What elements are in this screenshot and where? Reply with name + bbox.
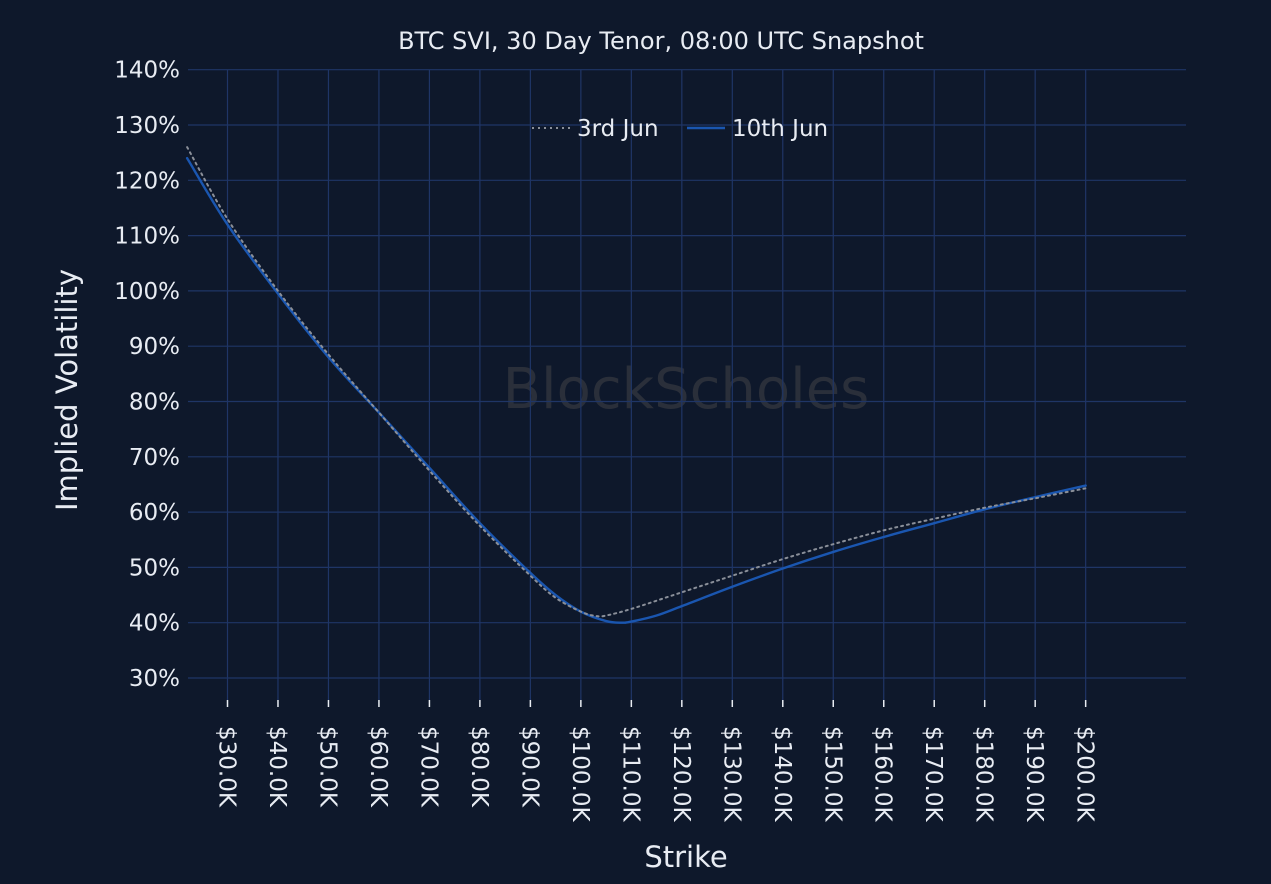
y-tick-label: 50% [129,555,180,581]
y-tick-label: 40% [129,611,180,637]
x-tick-label: $190.0K [1021,726,1047,822]
x-tick-label: $70.0K [415,726,441,808]
x-axis-ticks: $30.0K $40.0K $50.0K $60.0K $70.0K $80.0K $90.… [214,700,1098,822]
series-line-3rd-jun [186,146,1087,618]
x-tick-label: $140.0K [769,726,795,822]
x-tick-label: $160.0K [870,726,896,822]
x-tick-label: $80.0K [466,726,492,808]
x-tick-label: $170.0K [920,726,946,822]
y-tick-label: 100% [114,279,180,305]
series-layer [185,146,1087,624]
x-tick-label: $110.0K [617,726,643,822]
y-tick-label: 130% [114,113,180,139]
x-tick-label: $50.0K [314,726,340,808]
chart-title: BTC SVI, 30 Day Tenor, 08:00 UTC Snapsho… [398,27,924,55]
legend-label-3rd-jun: 3rd Jun [577,116,659,142]
x-tick-label: $30.0K [214,726,240,808]
y-tick-label: 90% [129,334,180,360]
y-tick-label: 110% [114,224,180,250]
watermark: BlockScholes [503,357,870,422]
x-tick-label: $60.0K [365,726,391,808]
y-tick-label: 80% [129,390,180,416]
x-tick-label: $90.0K [516,726,542,808]
y-tick-label: 30% [129,666,180,692]
y-axis-label: Implied Volatility [50,269,84,511]
y-tick-label: 140% [114,58,180,84]
x-axis-label: Strike [644,840,727,874]
x-tick-label: $40.0K [264,726,290,808]
legend: 3rd Jun 10th Jun [532,116,828,142]
grid [188,69,1186,700]
x-tick-label: $120.0K [668,726,694,822]
x-tick-label: $200.0K [1072,726,1098,822]
x-tick-label: $150.0K [819,726,845,822]
x-tick-label: $130.0K [718,726,744,822]
x-tick-label: $180.0K [971,726,997,822]
legend-label-10th-jun: 10th Jun [732,116,828,142]
y-tick-label: 120% [114,168,180,194]
y-tick-label: 60% [129,500,180,526]
x-tick-label: $100.0K [567,726,593,822]
y-tick-label: 70% [129,445,180,471]
y-axis-ticks: 30% 40% 50% 60% 70% 80% 90% 100% 110% 120% 130% 140… [114,58,180,692]
series-line-10th-jun [185,156,1087,624]
